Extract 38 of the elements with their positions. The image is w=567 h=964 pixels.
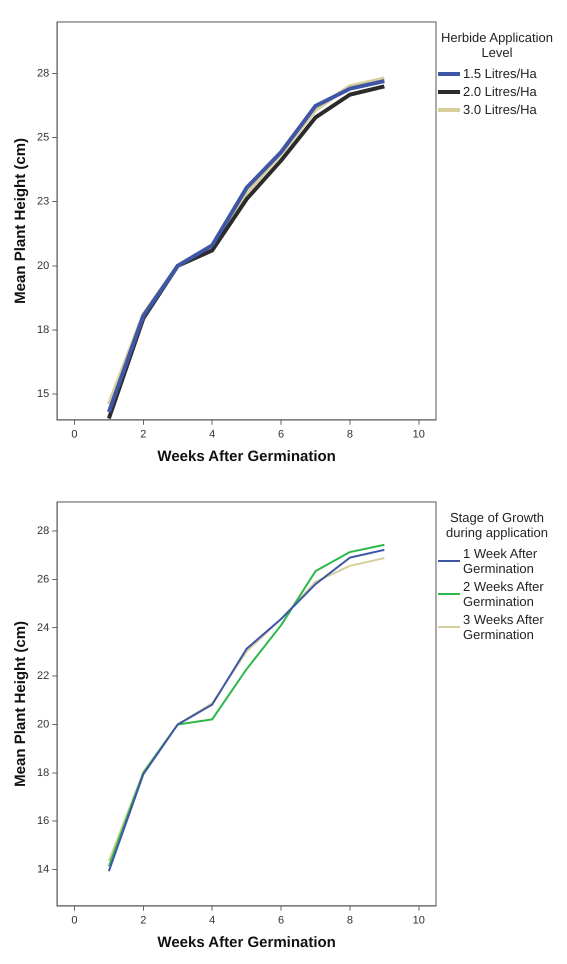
legend-label: 1 Week After Germination [463,546,538,576]
x-axis-title: Weeks After Germination [157,448,336,466]
legend-title: Stage of Growth during application [445,510,549,540]
y-tick-label: 20 [36,260,50,272]
y-tick-label: 22 [36,670,50,682]
y-tick-label: 28 [36,525,50,538]
y-tick-label: 18 [36,324,50,336]
y-tick-label: 26 [36,573,50,586]
x-tick-label: 2 [140,914,146,926]
x-tick-label: 6 [278,428,284,440]
y-tick-label: 20 [36,718,50,730]
legend-title: Herbide Application Level [440,30,554,60]
y-tick-label: 28 [36,67,50,80]
x-tick-label: 10 [412,914,425,926]
x-tick-label: 8 [346,428,353,440]
y-axis-title: Mean Plant Height (cm) [12,620,30,787]
x-tick-label: 6 [278,914,284,926]
x-tick-label: 0 [71,914,78,926]
legend-label: 2.0 Litres/Ha [463,84,537,99]
x-tick-label: 10 [412,428,425,440]
y-tick-label: 25 [36,132,50,144]
x-tick-label: 0 [71,428,78,440]
y-tick-label: 23 [36,196,50,208]
y-tick-label: 15 [36,388,50,400]
legend-label: 3.0 Litres/Ha [463,102,537,117]
x-tick-label: 8 [346,914,353,926]
legend-label: 2 Weeks After Germination [463,579,545,609]
legend-label: 1.5 Litres/Ha [463,66,537,81]
legend-label: 3 Weeks After Germination [463,612,545,642]
x-tick-label: 4 [209,428,216,440]
y-tick-label: 18 [36,766,50,779]
x-tick-label: 2 [140,428,146,440]
x-axis-title: Weeks After Germination [157,934,336,952]
y-tick-label: 14 [36,864,50,876]
x-tick-label: 4 [209,914,216,926]
y-axis-title: Mean Plant Height (cm) [12,138,30,304]
y-tick-label: 24 [36,622,50,634]
y-tick-label: 16 [36,815,50,828]
